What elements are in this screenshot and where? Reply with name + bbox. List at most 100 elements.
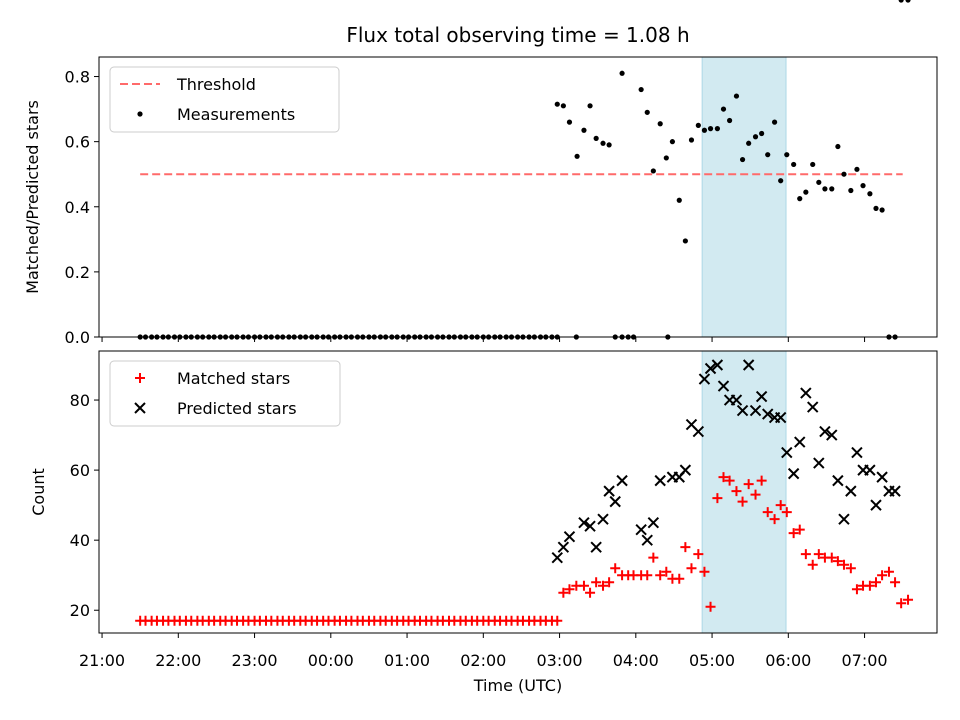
- x-tick-label: 00:00: [308, 651, 354, 670]
- measurement-point: [746, 140, 752, 146]
- predicted-star-point: [698, 373, 711, 385]
- x-tick-label: 21:00: [79, 651, 125, 670]
- matched-star-point: [838, 559, 849, 570]
- y-tick-label: 0.4: [65, 198, 90, 217]
- matched-star-point: [756, 475, 767, 486]
- predicted-star-point: [584, 520, 596, 532]
- matched-star-point: [845, 563, 856, 574]
- x-tick-label: 01:00: [384, 651, 430, 670]
- measurement-point: [733, 93, 740, 99]
- predicted-star-point: [813, 457, 825, 469]
- measurement-point: [676, 197, 682, 203]
- measurement-point: [784, 152, 790, 158]
- predicted-star-point: [635, 523, 647, 536]
- y-tick-label: 0.6: [65, 133, 90, 152]
- x-tick-label: 06:00: [765, 651, 811, 670]
- measurement-point: [752, 134, 759, 140]
- predicted-star-point: [609, 495, 621, 508]
- measurement-point: [739, 156, 746, 163]
- legend: Threshold Measurements: [109, 66, 340, 133]
- matched-star-point: [699, 566, 710, 577]
- matched-star-point: [851, 584, 862, 595]
- measurement-point: [854, 166, 860, 172]
- predicted-star-point: [603, 485, 615, 497]
- legend: Matched stars Predicted stars: [109, 360, 341, 427]
- y-tick-label: 20: [70, 601, 90, 620]
- matched-star-point: [737, 496, 748, 507]
- predicted-star-point: [551, 551, 563, 564]
- legend-predicted-swatch: [134, 402, 146, 414]
- x-tick-label: 07:00: [842, 651, 888, 670]
- predicted-star-point: [717, 380, 730, 392]
- measurement-point: [714, 126, 720, 132]
- predicted-star-point: [787, 467, 800, 480]
- shaded-interval: [701, 56, 787, 338]
- x-tick-label: 05:00: [689, 651, 735, 670]
- matched-star-point: [724, 475, 735, 486]
- matched-star-point: [877, 570, 888, 581]
- matched-star-point: [731, 486, 742, 497]
- predicted-star-point: [654, 474, 666, 487]
- legend-label: Matched stars: [177, 369, 290, 388]
- matched-star-point: [705, 601, 716, 612]
- y-tick-label: 0.8: [65, 68, 90, 87]
- measurement-point: [657, 121, 663, 127]
- predicted-star-point: [889, 485, 901, 497]
- measurement-point: [720, 106, 727, 112]
- measurement-point: [669, 139, 676, 145]
- legend-box: [109, 360, 341, 427]
- matched-star-point: [610, 563, 621, 574]
- measurement-point: [829, 186, 835, 192]
- measurement-point: [554, 101, 560, 107]
- x-tick-label: 04:00: [613, 651, 659, 670]
- matched-star-point: [693, 549, 704, 560]
- measurement-point: [898, 0, 904, 3]
- predicted-star-point: [730, 394, 743, 406]
- y-tick-label: 0.2: [65, 263, 90, 282]
- matched-star-point: [781, 507, 792, 518]
- predicted-star-point: [838, 513, 850, 525]
- matched-star-point: [826, 552, 837, 563]
- predicted-star-point: [800, 387, 812, 399]
- matched-star-point: [578, 580, 589, 591]
- predicted-star-point: [742, 359, 755, 371]
- measurement-point: [566, 119, 573, 125]
- measurement-point: [619, 70, 625, 76]
- measurement-point: [726, 117, 733, 124]
- measurement-point: [663, 155, 669, 161]
- measurement-point: [581, 127, 587, 133]
- predicted-star-point: [616, 474, 628, 487]
- measurement-point: [803, 189, 809, 195]
- predicted-star-point: [749, 404, 762, 417]
- matched-star-point: [712, 493, 723, 504]
- matched-star-point: [604, 577, 615, 588]
- matched-star-point: [788, 528, 799, 539]
- matched-star-point: [890, 577, 901, 588]
- shared-x-axis: 21:00 22:00 23:00 00:00 01:00 02:00 03:00 04:00…: [79, 651, 888, 670]
- measurement-point: [759, 130, 765, 137]
- predicted-star-point: [845, 485, 857, 497]
- plot-frame: [98, 350, 938, 634]
- predicted-star-point: [736, 404, 749, 417]
- x-tick-label: 23:00: [231, 651, 277, 670]
- predicted-star-point: [557, 541, 570, 553]
- measurement-point: [560, 103, 566, 109]
- legend-label: Threshold: [176, 75, 256, 94]
- panel-ratio: 0.0 0.2 0.4 0.6 0.8 Matched/Predicted stars Th…: [23, 0, 938, 347]
- measurement-point: [860, 183, 866, 189]
- predicted-star-point: [578, 516, 590, 529]
- measurement-point: [822, 186, 828, 192]
- y-axis-label: Matched/Predicted stars: [23, 100, 42, 294]
- matched-star-point: [642, 570, 653, 581]
- x-tick-label: 02:00: [460, 651, 506, 670]
- matched-star-point: [680, 542, 691, 553]
- predicted-star-point: [590, 541, 602, 553]
- measurement-point: [905, 0, 911, 3]
- matched-star-point: [870, 577, 881, 588]
- matched-star-point: [775, 500, 786, 511]
- measurement-point: [778, 178, 784, 184]
- measurement-point: [688, 137, 695, 143]
- matched-star-point: [585, 587, 596, 598]
- y-tick-label: 40: [70, 531, 90, 550]
